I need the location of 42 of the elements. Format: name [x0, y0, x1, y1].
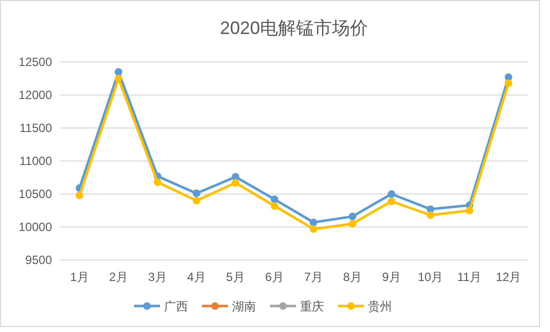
legend-label: 广西 [164, 300, 188, 314]
y-tick-label: 11500 [20, 121, 52, 135]
y-tick-label: 12500 [18, 55, 52, 69]
y-tick-label: 11000 [20, 154, 52, 168]
point [348, 220, 356, 228]
x-tick-label: 10月 [418, 270, 444, 284]
legend-label: 湖南 [232, 300, 256, 314]
point [310, 225, 318, 233]
point [388, 190, 396, 198]
y-tick-label: 9500 [25, 253, 52, 267]
point [192, 190, 200, 198]
x-tick-label: 9月 [382, 270, 401, 284]
x-tick-label: 4月 [187, 270, 206, 284]
y-tick-label: 10000 [18, 220, 52, 234]
point [270, 195, 278, 204]
x-tick-label: 12月 [496, 270, 522, 284]
x-tick-label: 2月 [109, 270, 128, 284]
legend-label: 贵州 [368, 300, 392, 314]
point [114, 74, 122, 82]
legend-label: 重庆 [300, 300, 324, 314]
point [426, 211, 434, 219]
point [154, 178, 162, 186]
x-tick-label: 3月 [148, 270, 167, 284]
y-tick-label: 10500 [18, 187, 52, 201]
point [114, 68, 122, 76]
point [192, 196, 200, 204]
point [76, 192, 84, 200]
y-tick-label: 12000 [18, 88, 52, 102]
point [504, 79, 512, 87]
point [466, 206, 474, 214]
point [232, 178, 240, 187]
chart-title: 2020电解锰市场价 [220, 18, 368, 38]
x-tick-label: 8月 [343, 270, 362, 284]
x-tick-label: 7月 [304, 270, 323, 284]
x-tick-label: 1月 [70, 270, 89, 284]
x-tick-label: 6月 [265, 270, 284, 284]
point [270, 202, 278, 210]
point [348, 212, 356, 220]
point [388, 197, 396, 206]
x-tick-label: 11月 [457, 270, 482, 284]
x-tick-label: 5月 [226, 270, 245, 284]
point [310, 218, 318, 226]
